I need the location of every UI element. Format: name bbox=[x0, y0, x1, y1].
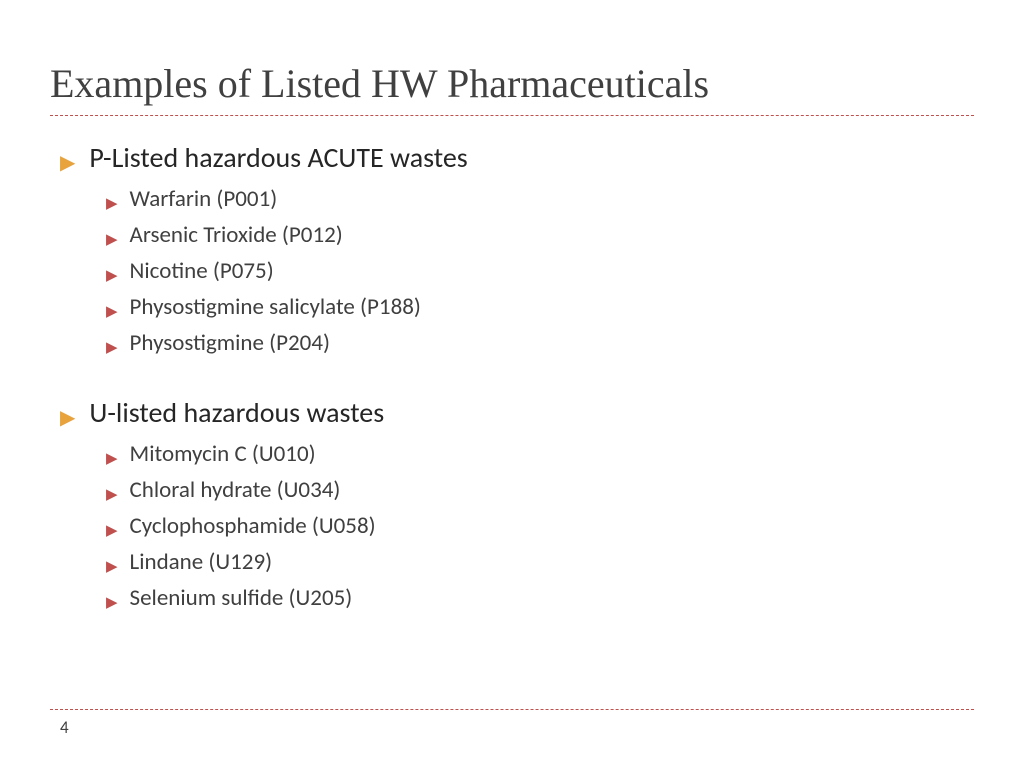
list-item: ▶ Lindane (U129) bbox=[106, 548, 974, 576]
triangle-right-icon: ▶ bbox=[106, 452, 118, 467]
triangle-right-icon: ▶ bbox=[106, 524, 118, 539]
list-item-label: Cyclophosphamide (U058) bbox=[130, 512, 376, 540]
slide: Examples of Listed HW Pharmaceuticals ▶ … bbox=[0, 0, 1024, 768]
list-item: ▶ Chloral hydrate (U034) bbox=[106, 476, 974, 504]
divider-bottom bbox=[50, 709, 974, 710]
list-item-label: Chloral hydrate (U034) bbox=[130, 476, 341, 504]
page-number: 4 bbox=[60, 717, 69, 738]
list-item-label: Lindane (U129) bbox=[130, 548, 273, 576]
list-item: ▶ Nicotine (P075) bbox=[106, 257, 974, 285]
list-item-label: Selenium sulfide (U205) bbox=[130, 584, 353, 612]
triangle-right-icon: ▶ bbox=[106, 560, 118, 575]
triangle-right-icon: ▶ bbox=[106, 341, 118, 356]
list-item: ▶ U-listed hazardous wastes bbox=[60, 395, 974, 430]
list-item: ▶ Mitomycin C (U010) bbox=[106, 440, 974, 468]
triangle-right-icon: ▶ bbox=[106, 305, 118, 320]
triangle-right-icon: ▶ bbox=[60, 408, 75, 428]
list-item: ▶ Physostigmine salicylate (P188) bbox=[106, 293, 974, 321]
list-item-label: Nicotine (P075) bbox=[130, 257, 274, 285]
list-item: ▶ P-Listed hazardous ACUTE wastes bbox=[60, 140, 974, 175]
triangle-right-icon: ▶ bbox=[106, 233, 118, 248]
section-heading: U-listed hazardous wastes bbox=[89, 395, 384, 430]
spacer bbox=[60, 365, 974, 389]
list-item-label: Physostigmine salicylate (P188) bbox=[130, 293, 421, 321]
slide-content: ▶ P-Listed hazardous ACUTE wastes ▶ Warf… bbox=[50, 140, 974, 612]
triangle-right-icon: ▶ bbox=[60, 153, 75, 173]
slide-title: Examples of Listed HW Pharmaceuticals bbox=[50, 60, 974, 107]
divider-top bbox=[50, 115, 974, 116]
triangle-right-icon: ▶ bbox=[106, 596, 118, 611]
list-item: ▶ Physostigmine (P204) bbox=[106, 329, 974, 357]
triangle-right-icon: ▶ bbox=[106, 488, 118, 503]
list-item: ▶ Cyclophosphamide (U058) bbox=[106, 512, 974, 540]
triangle-right-icon: ▶ bbox=[106, 269, 118, 284]
section-heading: P-Listed hazardous ACUTE wastes bbox=[89, 140, 467, 175]
list-item: ▶ Warfarin (P001) bbox=[106, 185, 974, 213]
list-item: ▶ Arsenic Trioxide (P012) bbox=[106, 221, 974, 249]
list-item-label: Warfarin (P001) bbox=[130, 185, 278, 213]
list-item-label: Arsenic Trioxide (P012) bbox=[130, 221, 343, 249]
list-item-label: Physostigmine (P204) bbox=[130, 329, 330, 357]
list-item: ▶ Selenium sulfide (U205) bbox=[106, 584, 974, 612]
list-item-label: Mitomycin C (U010) bbox=[130, 440, 316, 468]
triangle-right-icon: ▶ bbox=[106, 197, 118, 212]
